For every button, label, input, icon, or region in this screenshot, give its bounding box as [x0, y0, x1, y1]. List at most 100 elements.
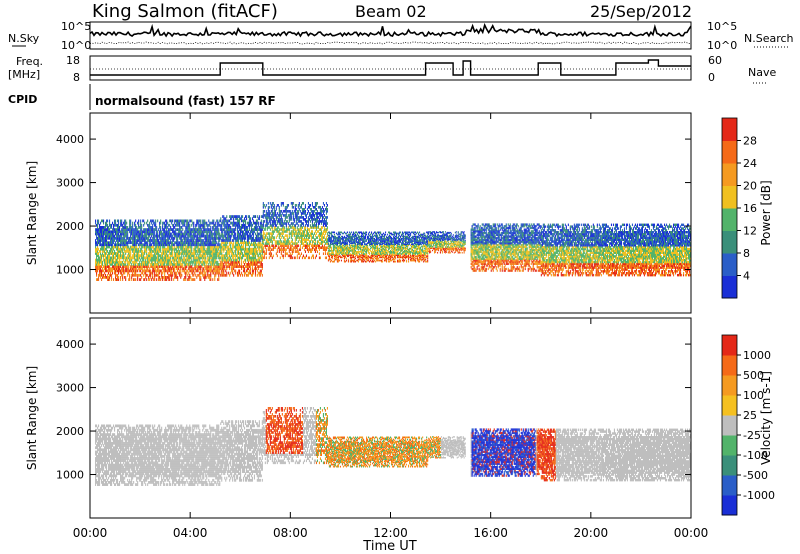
power-cell: [305, 238, 306, 241]
power-cell: [282, 202, 283, 205]
power-cell: [307, 208, 308, 211]
power-cell: [222, 220, 223, 223]
power-cell: [172, 263, 173, 266]
power-cell: [171, 241, 172, 244]
power-cell: [219, 224, 220, 227]
power-cell: [336, 233, 337, 235]
power-cell: [98, 220, 99, 223]
power-cell: [268, 246, 269, 249]
power-cell: [245, 265, 246, 268]
power-cell: [296, 204, 297, 207]
power-cell: [230, 215, 231, 218]
freq-tick-bottom: 8: [73, 71, 80, 84]
power-cell: [310, 224, 311, 227]
power-cell: [95, 220, 96, 223]
power-cell: [309, 218, 310, 221]
power-cell: [300, 240, 301, 243]
power-cell: [336, 247, 337, 249]
power-cell: [151, 243, 152, 246]
power-cell: [298, 224, 299, 227]
power-cell: [165, 224, 166, 227]
power-cell: [332, 242, 333, 244]
power-cell: [232, 239, 233, 242]
power-cell: [242, 230, 243, 233]
power-cell: [302, 257, 303, 260]
power-cell: [292, 238, 293, 241]
power-cell: [206, 261, 207, 264]
power-cell: [334, 254, 335, 256]
power-cell: [120, 220, 121, 223]
power-cell: [107, 224, 108, 227]
power-cell: [139, 226, 140, 229]
power-cell: [343, 241, 344, 243]
power-cell: [309, 257, 310, 260]
power-cell: [172, 228, 173, 231]
power-cell: [331, 260, 332, 262]
power-cell: [243, 230, 244, 233]
power-cell: [228, 246, 229, 249]
power-cell: [135, 220, 136, 223]
power-cell: [199, 243, 200, 246]
power-cell: [300, 244, 301, 247]
power-cell: [272, 248, 273, 251]
power-cell: [269, 242, 270, 245]
nsearch-label: N.Search: [744, 32, 794, 45]
power-cell: [127, 226, 128, 229]
power-cell: [208, 220, 209, 223]
power-cell: [197, 228, 198, 231]
power-cell: [238, 230, 239, 233]
power-cell: [299, 257, 300, 260]
power-cell: [197, 274, 198, 277]
power-cell: [305, 234, 306, 237]
power-cell: [184, 230, 185, 233]
power-cell: [258, 272, 259, 275]
nsky-trace: [90, 25, 691, 36]
power-cell: [135, 224, 136, 227]
power-cell: [121, 248, 122, 251]
power-cell: [337, 257, 338, 259]
power-cell: [212, 278, 213, 281]
power-cell: [116, 228, 117, 231]
power-cell: [312, 202, 313, 205]
power-cell: [335, 259, 336, 261]
power-cell: [300, 220, 301, 223]
power-cell: [157, 274, 158, 277]
power-cell: [247, 226, 248, 229]
power-cell: [347, 235, 348, 237]
power-cell: [276, 252, 277, 255]
power-cell: [196, 254, 197, 257]
power-cell: [296, 242, 297, 245]
power-cell: [235, 215, 236, 218]
power-cell: [251, 235, 252, 238]
power-cell: [173, 237, 174, 240]
power-cell: [262, 263, 263, 266]
power-cell: [131, 237, 132, 240]
power-cell: [252, 217, 253, 220]
power-cell: [116, 224, 117, 227]
power-cell: [326, 228, 327, 231]
power-cell: [170, 233, 171, 236]
power-cell: [134, 278, 135, 281]
power-cell: [271, 204, 272, 207]
power-cell: [278, 240, 279, 243]
power-cell: [150, 270, 151, 273]
power-cell: [271, 210, 272, 213]
power-cell: [323, 230, 324, 233]
power-cell: [202, 230, 203, 233]
power-cell: [276, 224, 277, 227]
power-cell: [263, 230, 264, 233]
power-cell: [220, 274, 221, 277]
power-cell: [185, 220, 186, 223]
power-cell: [258, 265, 259, 268]
power-cell: [122, 261, 123, 264]
power-cell: [162, 272, 163, 275]
nsky-label: N.Sky: [8, 32, 40, 45]
power-cell: [152, 224, 153, 227]
power-cell: [257, 220, 258, 223]
power-cell: [171, 267, 172, 270]
power-cell: [300, 224, 301, 227]
power-cell: [192, 252, 193, 255]
power-cell: [96, 241, 97, 244]
power-cell: [314, 206, 315, 209]
power-cell: [302, 230, 303, 233]
